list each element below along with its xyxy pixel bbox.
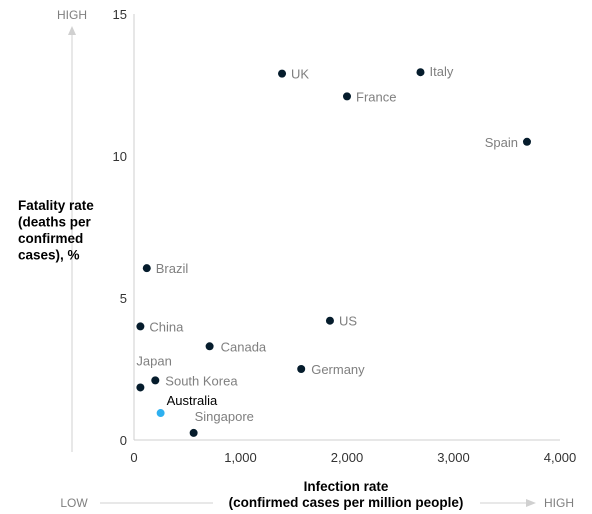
data-point	[278, 69, 287, 78]
data-point-label: Singapore	[195, 409, 254, 424]
x-tick-label: 0	[130, 450, 137, 465]
y-axis-title-line: confirmed	[18, 231, 83, 246]
x-axis-high-label: HIGH	[544, 496, 574, 510]
y-axis-title-line: cases), %	[18, 248, 80, 263]
y-tick-label: 5	[120, 291, 127, 306]
data-point	[297, 365, 306, 373]
data-point-label: France	[356, 89, 396, 104]
data-point	[151, 376, 160, 385]
x-tick-label: 3,000	[437, 450, 470, 465]
data-point	[136, 383, 145, 392]
data-point	[205, 342, 214, 351]
data-point-label: Australia	[167, 393, 218, 408]
x-axis-arrow-head	[526, 499, 536, 507]
data-point-label: Canada	[221, 339, 267, 354]
data-point-label: Spain	[485, 135, 518, 150]
y-axis-ticks: 0 5 10 15	[113, 7, 127, 448]
y-axis-high-label: HIGH	[57, 8, 87, 22]
data-point-label: Brazil	[156, 261, 189, 276]
y-axis-title-line: (deaths per	[18, 215, 92, 230]
x-tick-label: 4,000	[544, 450, 577, 465]
y-axis-title-line: Fatality rate	[18, 198, 94, 213]
data-point-label: Japan	[136, 353, 171, 368]
data-point	[136, 322, 145, 331]
data-point	[522, 137, 531, 146]
data-point	[189, 428, 198, 437]
data-point	[142, 264, 151, 273]
data-point	[156, 409, 165, 418]
data-point	[416, 68, 425, 77]
y-tick-label: 0	[120, 433, 127, 448]
x-axis-ticks: 0 1,000 2,000 3,000 4,000	[130, 450, 576, 465]
x-axis-low-label: LOW	[60, 496, 88, 510]
y-tick-label: 10	[113, 149, 127, 164]
x-tick-label: 2,000	[331, 450, 364, 465]
data-point	[325, 316, 334, 325]
data-point-label: China	[149, 319, 184, 334]
data-point-label: UK	[291, 67, 309, 82]
data-point-label: Germany	[311, 362, 365, 377]
data-point	[343, 92, 351, 101]
y-tick-label: 15	[113, 7, 127, 22]
x-axis-title: Infection rate	[304, 479, 389, 494]
y-axis-arrow-head	[68, 26, 76, 35]
data-point-label: South Korea	[165, 373, 238, 388]
data-points: UK Italy France Spain Brazil US China Canada Ger…	[136, 64, 531, 437]
x-axis-subtitle: (confirmed cases per million people)	[229, 495, 464, 510]
data-point-label: US	[339, 314, 357, 329]
data-point-label: Italy	[429, 64, 453, 79]
x-tick-label: 1,000	[224, 450, 257, 465]
